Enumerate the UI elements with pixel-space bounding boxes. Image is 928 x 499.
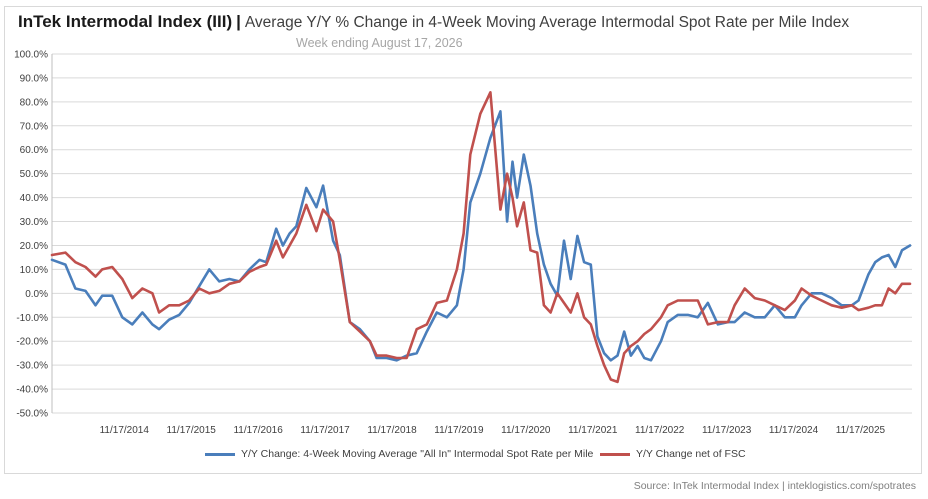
y-tick-label: 30.0% <box>20 217 48 228</box>
x-tick-label: 11/17/2024 <box>769 425 819 436</box>
y-tick-label: 50.0% <box>20 169 48 180</box>
legend-swatch-net-fsc <box>600 452 630 456</box>
y-tick-label: 100.0% <box>14 50 48 61</box>
y-tick-label: -10.0% <box>16 313 48 324</box>
x-tick-label: 11/17/2017 <box>300 425 350 436</box>
y-tick-label: 20.0% <box>20 241 48 252</box>
x-tick-label: 11/17/2015 <box>167 425 217 436</box>
y-tick-label: 0.0% <box>25 289 48 300</box>
y-tick-label: -30.0% <box>16 361 48 372</box>
y-tick-label: 40.0% <box>20 193 48 204</box>
x-tick-label: 11/17/2019 <box>434 425 484 436</box>
title-separator: | <box>236 12 241 31</box>
source-note: Source: InTek Intermodal Index | inteklo… <box>633 480 916 492</box>
legend-label-all-in: Y/Y Change: 4-Week Moving Average "All I… <box>241 448 594 460</box>
y-tick-label: -40.0% <box>16 385 48 396</box>
legend-swatch-all-in <box>205 452 235 456</box>
chart-title-row: InTek Intermodal Index (III) | Average Y/Y… <box>18 12 849 32</box>
x-tick-label: 11/17/2023 <box>702 425 752 436</box>
legend-item-all-in: Y/Y Change: 4-Week Moving Average "All I… <box>205 448 593 460</box>
series-line-all-in <box>50 110 912 362</box>
x-tick-label: 11/17/2020 <box>501 425 551 436</box>
y-tick-label: 80.0% <box>20 97 48 108</box>
legend-label-net-fsc: Y/Y Change net of FSC <box>636 448 746 460</box>
y-tick-label: 90.0% <box>20 73 48 84</box>
y-tick-label: 60.0% <box>20 145 48 156</box>
x-tick-label: 11/17/2016 <box>233 425 283 436</box>
week-ending-label: Week ending August 17, 2026 <box>296 36 463 50</box>
x-tick-label: 11/17/2021 <box>568 425 618 436</box>
y-tick-label: -50.0% <box>16 409 48 420</box>
x-tick-label: 11/17/2025 <box>836 425 886 436</box>
y-tick-label: -20.0% <box>16 337 48 348</box>
x-tick-label: 11/17/2014 <box>100 425 150 436</box>
x-tick-label: 11/17/2018 <box>367 425 417 436</box>
x-tick-label: 11/17/2022 <box>635 425 685 436</box>
chart-subtitle: Average Y/Y % Change in 4-Week Moving Av… <box>244 14 850 31</box>
legend-item-net-fsc: Y/Y Change net of FSC <box>600 448 746 460</box>
y-tick-label: 10.0% <box>20 265 48 276</box>
series-line-net-fsc <box>50 91 912 384</box>
chart-title: InTek Intermodal Index (III) <box>18 12 233 31</box>
y-tick-label: 70.0% <box>20 121 48 132</box>
